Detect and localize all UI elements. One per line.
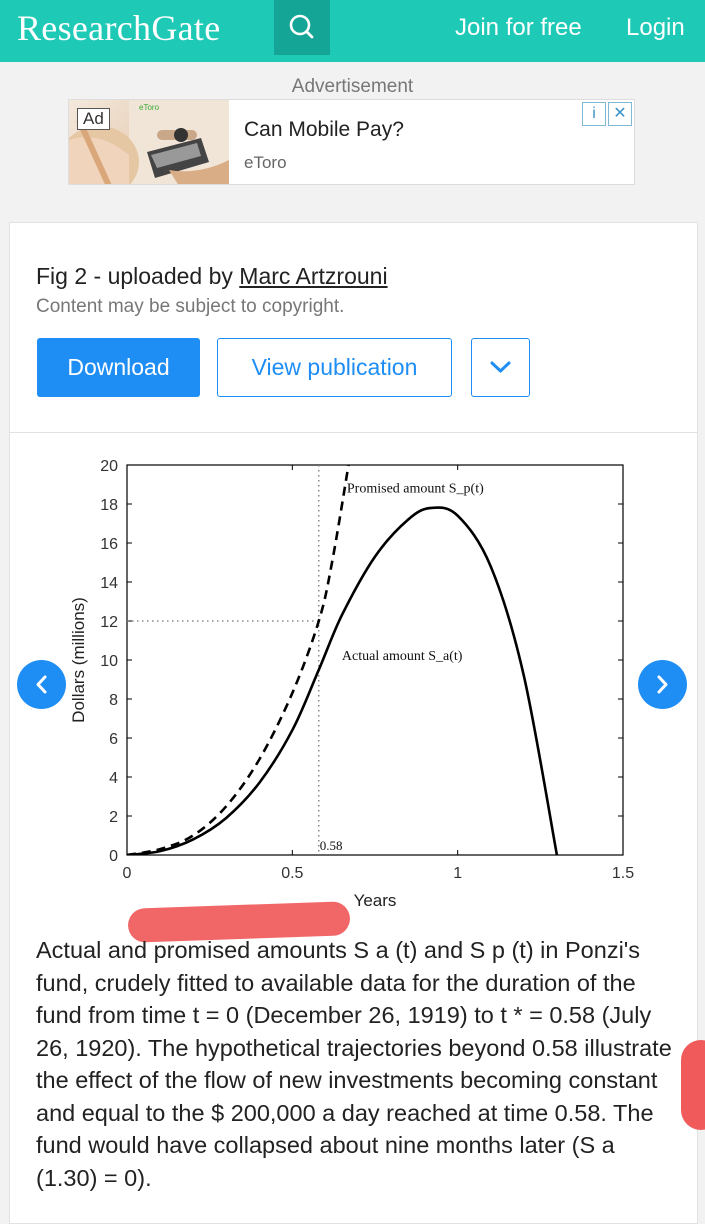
author-link[interactable]: Marc Artzrouni	[239, 263, 388, 289]
annotation-actual: Actual amount S_a(t)	[342, 649, 463, 664]
y-tick-label: 4	[109, 770, 118, 787]
ad-banner[interactable]: Ad eToro Can Mobile Pay? eToro i ✕	[68, 99, 635, 185]
ad-title[interactable]: Can Mobile Pay?	[244, 118, 404, 141]
series-line-actual	[127, 506, 559, 855]
red-scribble-edge	[681, 1040, 705, 1130]
y-tick-label: 10	[100, 653, 118, 670]
login-link[interactable]: Login	[626, 14, 685, 41]
chevron-right-icon	[657, 675, 668, 694]
plot-frame	[126, 464, 624, 856]
y-tick-label: 8	[109, 692, 118, 709]
y-tick-label: 14	[100, 575, 118, 592]
search-icon	[289, 14, 314, 39]
next-figure-button[interactable]	[638, 660, 687, 709]
figure-title: Fig 2 - uploaded by Marc Artzrouni	[36, 263, 388, 290]
y-axis-label: Dollars (millions)	[69, 597, 88, 723]
ad-info-icon[interactable]: i	[582, 102, 606, 126]
y-tick-label: 20	[100, 458, 118, 475]
ad-sponsor: eToro	[244, 153, 287, 172]
more-options-button[interactable]	[471, 338, 530, 397]
join-link[interactable]: Join for free	[455, 14, 582, 41]
ad-badge: Ad	[77, 108, 110, 130]
series-line-promised	[127, 465, 350, 855]
y-tick-label: 2	[109, 809, 118, 826]
download-button[interactable]: Download	[37, 338, 200, 397]
etoro-mark: eToro	[139, 103, 160, 112]
y-tick-label: 12	[100, 614, 118, 631]
previous-figure-button[interactable]	[17, 660, 66, 709]
divider	[10, 432, 697, 433]
x-tick-label: 1.5	[612, 865, 634, 882]
x-axis-label: Years	[354, 891, 397, 910]
ad-close-icon[interactable]: ✕	[608, 102, 632, 126]
figure-title-prefix: Fig 2 - uploaded by	[36, 263, 240, 289]
x-tick-label: 1	[453, 865, 462, 882]
y-tick-label: 16	[100, 536, 118, 553]
annotation-promised: Promised amount S_p(t)	[347, 481, 484, 496]
annotation-t-star: 0.58	[320, 838, 343, 853]
y-tick-label: 6	[109, 731, 118, 748]
ad-label: Advertisement	[291, 76, 414, 97]
x-tick-label: 0.5	[281, 865, 303, 882]
y-tick-label: 18	[100, 497, 118, 514]
search-button[interactable]	[274, 0, 330, 55]
copyright-notice: Content may be subject to copyright.	[36, 296, 345, 317]
figure-caption: Actual and promised amounts S a (t) and …	[36, 937, 672, 1191]
chevron-left-icon	[36, 675, 47, 694]
chevron-down-icon	[490, 361, 511, 373]
ad-controls: i ✕	[582, 102, 632, 126]
top-bar: ResearchGate Join for free Login	[0, 0, 705, 62]
ad-image[interactable]: Ad eToro	[69, 100, 229, 184]
y-tick-label: 0	[109, 848, 118, 865]
view-publication-button[interactable]: View publication	[217, 338, 452, 397]
logo[interactable]: ResearchGate	[17, 8, 221, 48]
x-tick-label: 0	[123, 865, 132, 882]
